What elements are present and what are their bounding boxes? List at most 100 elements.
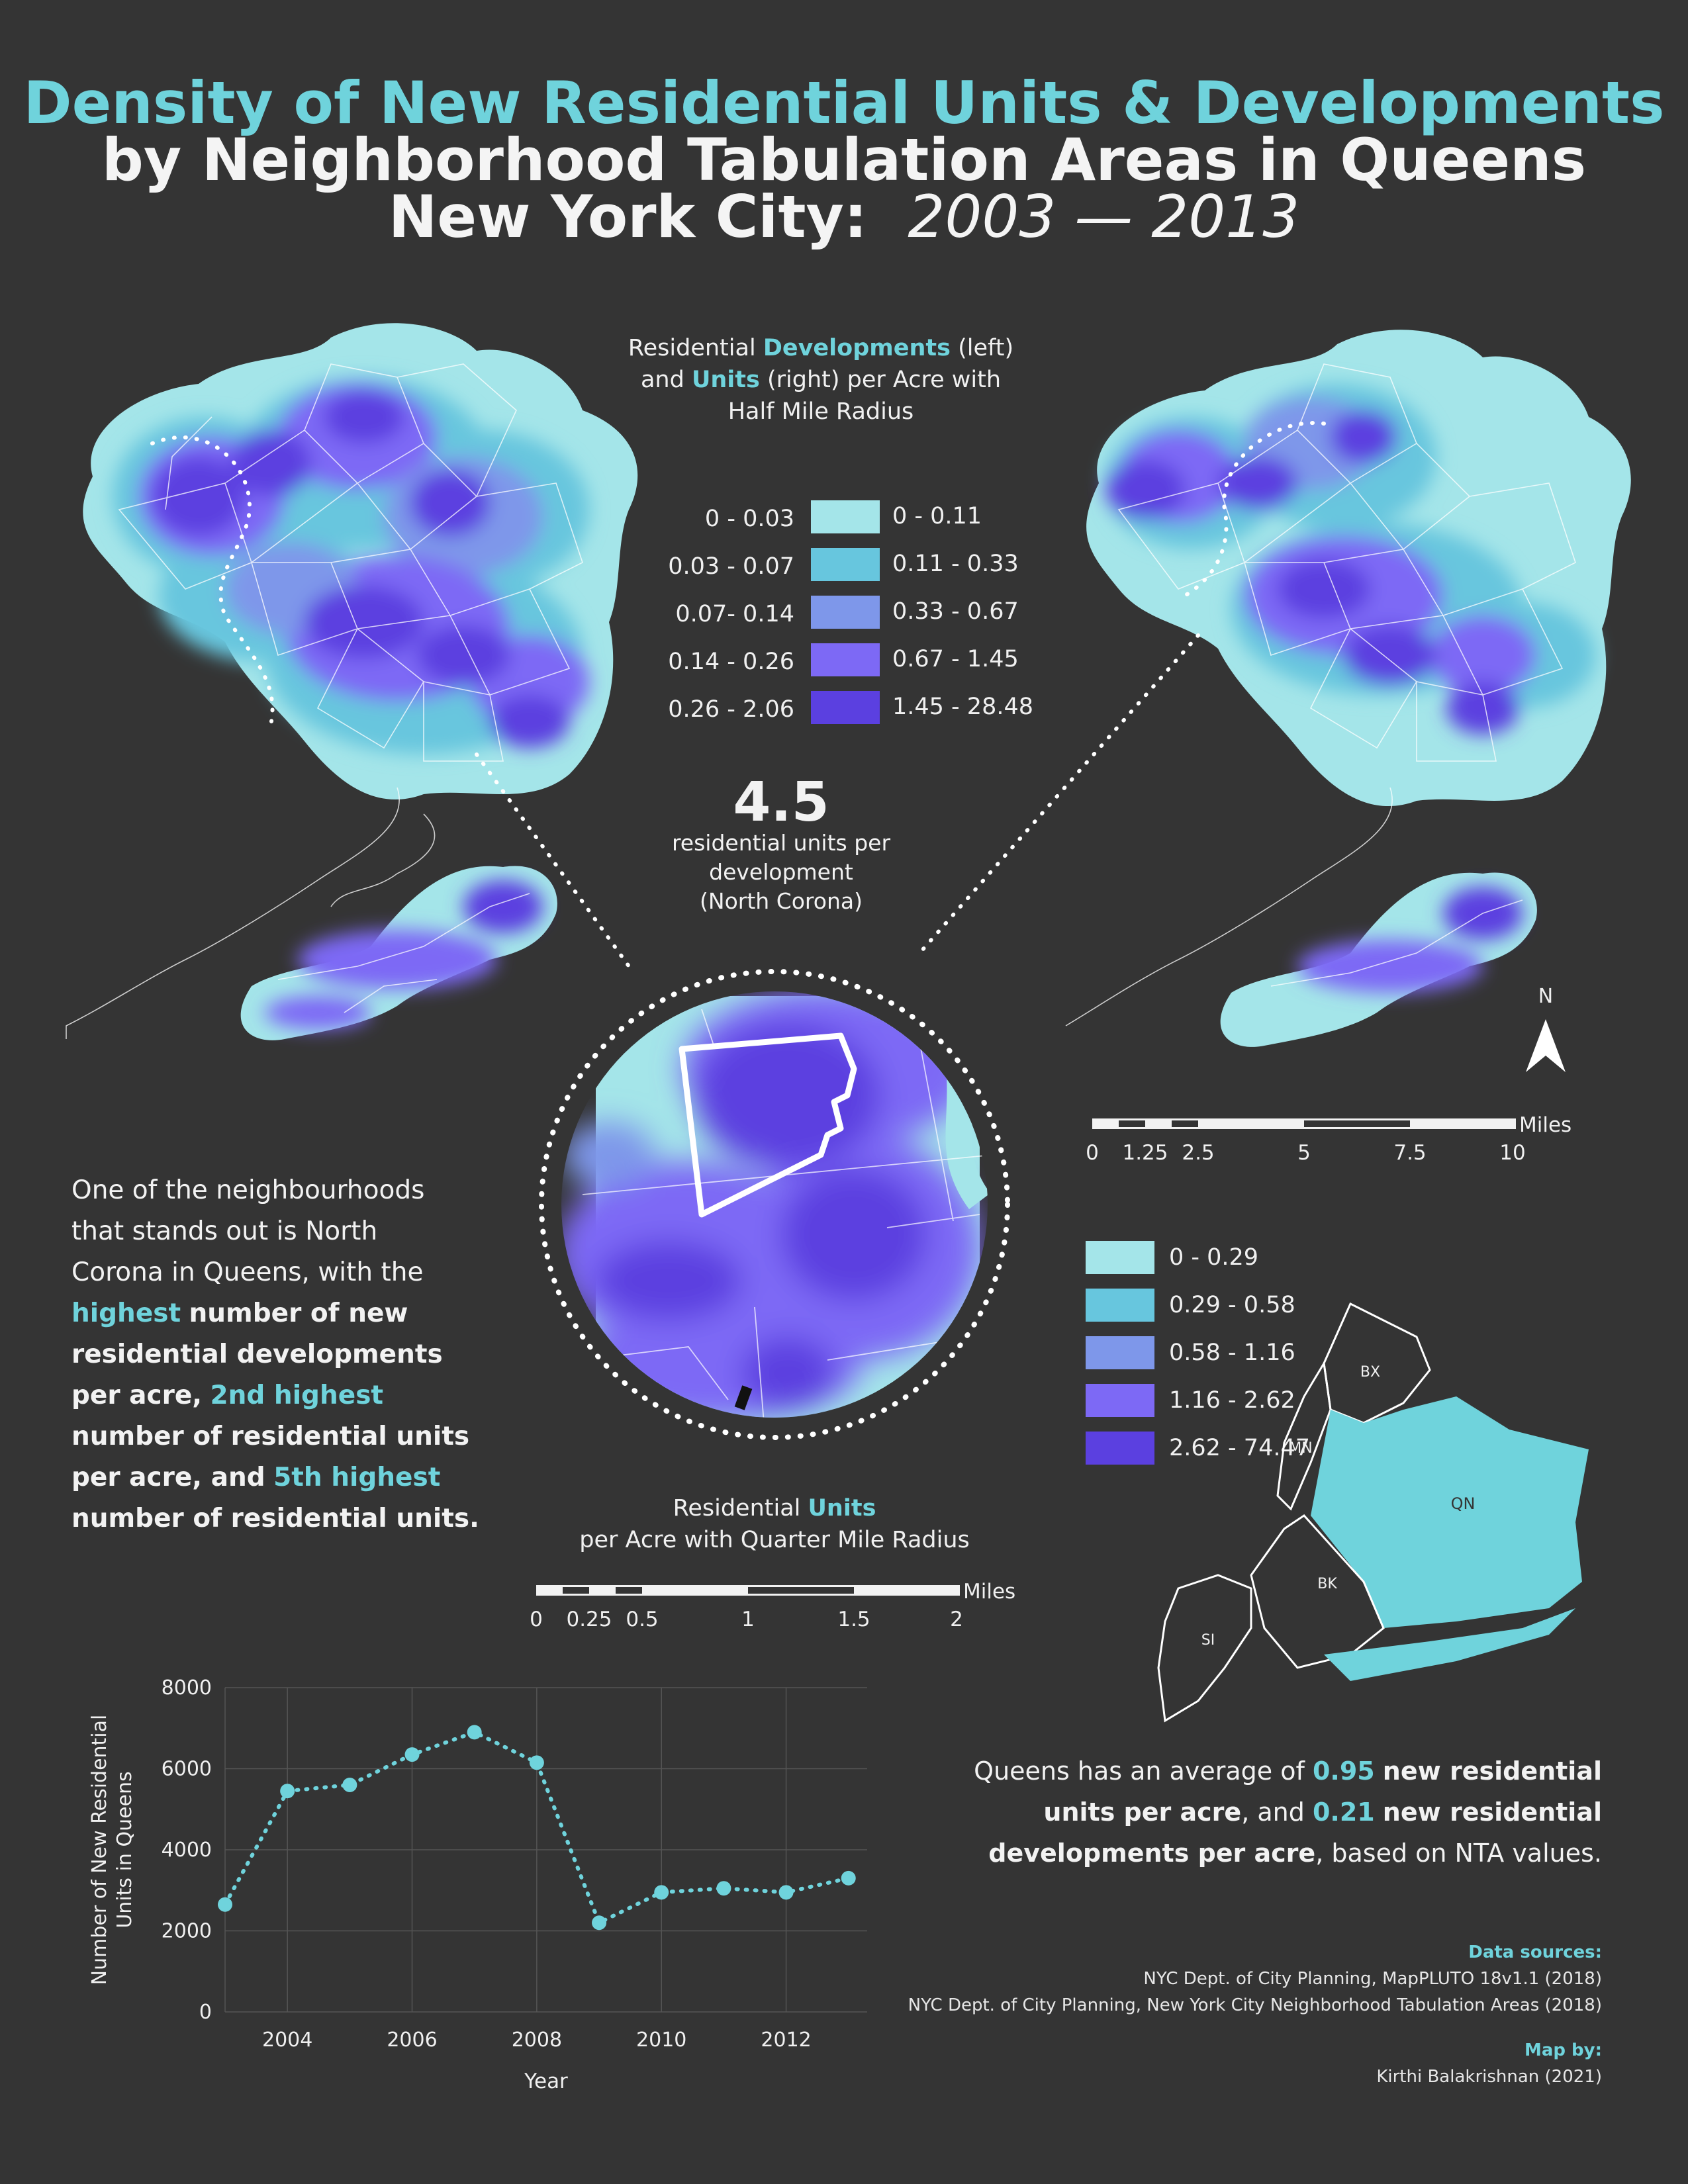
units-density-map: [1065, 330, 1631, 1047]
story-bold: residential developments: [71, 1340, 443, 1369]
story-bold: per acre,: [71, 1381, 203, 1410]
legend-bin-label: 0 - 0.11: [892, 503, 982, 529]
nta-boundaries: [66, 363, 583, 1039]
legend-bin-label: 0 - 0.03: [704, 506, 794, 532]
source-line: NYC Dept. of City Planning, MapPLUTO 18v…: [1143, 1969, 1602, 1989]
north-arrow: N: [1526, 985, 1566, 1072]
story-bold: number of new: [189, 1298, 408, 1328]
staten-island-outline: [1157, 1574, 1252, 1723]
summary-text: , based on NTA values.: [1315, 1839, 1602, 1868]
legend-swatch-3: [811, 596, 880, 629]
scale-tick: 0: [1086, 1141, 1099, 1165]
legend-title-text: (left): [958, 335, 1014, 361]
legend-bin-label: 0.67 - 1.45: [892, 646, 1019, 672]
borough-label-mn: MN: [1289, 1440, 1312, 1457]
data-sources: Data sources: NYC Dept. of City Planning…: [781, 1939, 1602, 2090]
chart-x-tick-label: 2012: [761, 2028, 811, 2052]
legend-title-developments: Developments: [763, 335, 951, 361]
scale-tick: 1: [741, 1608, 755, 1631]
story-bold: number of residential units: [71, 1422, 470, 1451]
top-legend-title: Residential Developments (left) and Unit…: [596, 332, 1046, 428]
chart-x-label: Year: [524, 2070, 568, 2091]
scale-tick: 0.25: [566, 1608, 612, 1631]
chart-y-tick-label: 6000: [162, 1758, 212, 1781]
units-legend-labels: 0 - 0.11 0.11 - 0.33 0.33 - 0.67 0.67 - …: [892, 498, 1064, 736]
legend-title-units: Units: [691, 367, 760, 393]
callout-value: 4.5: [733, 771, 829, 834]
borough-label-si: SI: [1201, 1632, 1215, 1649]
chart-grid: [224, 1687, 867, 2013]
summary-value-developments: 0.21: [1312, 1797, 1375, 1827]
chart-x-ticks: 2004 2006 2008 2010 2012: [262, 2028, 812, 2052]
story-highlight: 2nd highest: [210, 1381, 384, 1410]
chart-data-point: [716, 1881, 731, 1896]
inset-swatch-3: [1086, 1336, 1154, 1369]
inset-legend-title: Residential Units per Acre with Quarter …: [516, 1492, 1033, 1556]
chart-x-tick-label: 2006: [387, 2028, 437, 2052]
scale-tick: 0.5: [626, 1608, 658, 1631]
scale-unit: Miles: [1519, 1113, 1571, 1137]
chart-y-tick-label: 2000: [162, 1920, 212, 1943]
nyc-locator-map: QN BX MN BK SI: [1157, 1302, 1589, 1723]
north-arrow-icon: [1526, 1019, 1566, 1072]
legend-bin-label: 0.26 - 2.06: [668, 696, 794, 723]
chart-points: [218, 1725, 856, 1931]
north-corona-story: One of the neighbourhoods that stands ou…: [71, 1170, 495, 1539]
inset-bin-label: 0 - 0.29: [1169, 1244, 1259, 1271]
legend-bin-label: 0.14 - 0.26: [668, 649, 794, 675]
map-author: Kirthi Balakrishnan (2021): [1376, 2067, 1602, 2087]
manhattan-outline: [1276, 1360, 1332, 1511]
chart-y-label: Number of New Residential Units in Queen…: [88, 1715, 136, 1985]
chart-y-label-line: Units in Queens: [113, 1771, 136, 1928]
callout-line: residential units per: [671, 830, 891, 856]
chart-data-point: [654, 1885, 669, 1900]
chart-x-tick-label: 2004: [262, 2028, 312, 2052]
chart-x-tick-label: 2010: [636, 2028, 686, 2052]
legend-bin-label: 0.33 - 0.67: [892, 598, 1019, 625]
story-bold: number of residential units.: [71, 1504, 479, 1533]
legend-swatch-1: [811, 500, 880, 533]
callout-caption: residential units per development (North…: [635, 829, 927, 916]
source-line: NYC Dept. of City Planning, New York Cit…: [908, 1995, 1602, 2015]
chart-y-tick-label: 4000: [162, 1839, 212, 1862]
legend-swatch-2: [811, 548, 880, 581]
nta-boundaries: [1065, 363, 1576, 1026]
inset-swatch-1: [1086, 1241, 1154, 1274]
chart-y-label-line: Number of New Residential: [88, 1715, 111, 1985]
chart-data-point: [218, 1897, 232, 1912]
inset-title-text: Residential: [673, 1495, 801, 1522]
north-label: N: [1538, 985, 1553, 1008]
chart-data-point: [778, 1885, 794, 1900]
chart-data-point: [404, 1747, 420, 1762]
top-legend-swatches: [811, 500, 880, 724]
story-line: Corona in Queens, with the: [71, 1257, 424, 1287]
story-bold: per acre, and: [71, 1463, 265, 1492]
scale-tick: 1.5: [837, 1608, 870, 1631]
legend-bin-label: 0.03 - 0.07: [668, 553, 794, 580]
sources-label: Data sources:: [1468, 1942, 1602, 1962]
chart-x-tick-label: 2008: [512, 2028, 562, 2052]
inset-swatch-5: [1086, 1432, 1154, 1465]
chart-data-point: [280, 1784, 295, 1799]
summary-bold: units per acre: [1043, 1797, 1242, 1827]
legend-title-text: (right) per Acre with: [767, 367, 1002, 393]
legend-title-text: Residential: [628, 335, 756, 361]
inset-bin-label: 0.29 - 0.58: [1169, 1292, 1295, 1318]
inset-title-units: Units: [808, 1495, 876, 1522]
north-corona-inset-map: [539, 969, 1010, 1440]
inset-legend: 0 - 0.29 0.29 - 0.58 0.58 - 1.16 1.16 - …: [1086, 1241, 1310, 1465]
legend-title-text: Half Mile Radius: [727, 398, 914, 425]
summary-text: Queens has an average of: [974, 1756, 1305, 1786]
inset-swatch-2: [1086, 1289, 1154, 1322]
borough-label-qn: QN: [1451, 1494, 1476, 1513]
summary-bold: developments per acre: [988, 1839, 1316, 1868]
scale-tick: 2.5: [1182, 1141, 1214, 1165]
chart-data-point: [841, 1870, 856, 1886]
chart-data-point: [467, 1725, 482, 1740]
scale-tick: 7.5: [1393, 1141, 1426, 1165]
story-highlight: 5th highest: [273, 1463, 441, 1492]
scale-tick: 0: [530, 1608, 543, 1631]
title-years: 2003 — 2013: [908, 183, 1300, 251]
inset-swatch-4: [1086, 1384, 1154, 1417]
